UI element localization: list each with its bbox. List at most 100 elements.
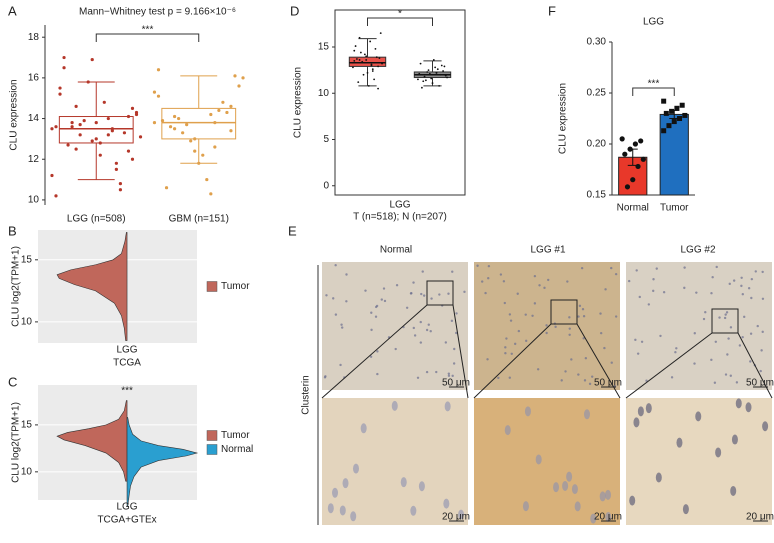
- micrograph-zoom: [474, 398, 620, 525]
- data-point: [50, 127, 54, 131]
- data-point: [353, 59, 356, 62]
- data-point: [168, 125, 173, 129]
- nucleus: [633, 417, 640, 428]
- scale-label: 50 μm: [442, 378, 470, 389]
- legend-label: Tumor: [221, 430, 250, 441]
- nucleus: [410, 505, 417, 516]
- annotation: ***: [121, 386, 133, 397]
- nucleus: [652, 289, 655, 293]
- legend-label: Tumor: [221, 281, 250, 292]
- data-point: [443, 65, 446, 68]
- y-tick-label: 5: [323, 134, 329, 145]
- nucleus: [718, 316, 721, 319]
- nucleus: [750, 277, 754, 281]
- nucleus: [435, 370, 438, 374]
- nucleus: [574, 501, 581, 512]
- data-point: [221, 100, 225, 104]
- nucleus: [429, 330, 432, 333]
- nucleus: [504, 346, 507, 349]
- column-label: LGG #2: [680, 245, 715, 256]
- data-point: [359, 51, 362, 54]
- nucleus: [711, 276, 714, 279]
- nucleus: [726, 353, 729, 356]
- data-point: [367, 84, 370, 87]
- zoom-line: [625, 332, 713, 399]
- zoom-box: [426, 280, 454, 306]
- nucleus: [732, 279, 736, 282]
- nucleus: [418, 481, 425, 492]
- data-point: [663, 110, 669, 116]
- x-tick-label: Tumor: [660, 203, 689, 214]
- data-point: [98, 153, 102, 157]
- scale-label: 20 μm: [594, 512, 622, 523]
- nucleus: [364, 289, 367, 292]
- nucleus: [412, 326, 416, 330]
- data-point: [431, 82, 434, 84]
- nucleus: [425, 370, 429, 374]
- data-point: [434, 66, 437, 69]
- nucleus: [583, 409, 590, 420]
- column-label: Normal: [380, 245, 412, 256]
- data-point: [353, 49, 356, 52]
- nucleus: [636, 352, 640, 355]
- data-point: [379, 32, 382, 35]
- y-tick-label: 0.30: [587, 37, 607, 48]
- nucleus: [487, 264, 491, 268]
- data-point: [209, 112, 213, 117]
- data-point: [371, 70, 374, 72]
- plot-frame: [334, 9, 466, 196]
- nucleus: [759, 369, 762, 373]
- nucleus: [510, 352, 513, 355]
- chart-title: Mann−Whitney test p = 9.166×10⁻⁶: [79, 7, 236, 18]
- data-point: [54, 125, 58, 129]
- x-axis-subtitle: T (n=518); N (n=207): [353, 212, 447, 223]
- data-point: [374, 47, 377, 50]
- nucleus: [599, 331, 603, 335]
- nucleus: [749, 332, 753, 335]
- data-point: [440, 64, 443, 67]
- zoom-box: [550, 299, 578, 325]
- data-point: [213, 145, 217, 149]
- x-tick-label: LGG: [116, 345, 137, 356]
- x-tick-label: Normal: [617, 203, 649, 214]
- nucleus: [524, 406, 531, 417]
- data-point: [90, 57, 94, 62]
- scale-label: 50 μm: [594, 378, 622, 389]
- nucleus: [504, 351, 507, 355]
- nucleus: [420, 292, 423, 296]
- nucleus: [505, 337, 508, 340]
- nucleus: [486, 358, 489, 361]
- data-point: [78, 133, 82, 137]
- nucleus: [603, 346, 606, 350]
- nucleus: [480, 280, 484, 283]
- nucleus: [513, 342, 517, 346]
- nucleus: [413, 334, 417, 337]
- nucleus: [325, 294, 328, 297]
- nucleus: [724, 313, 727, 316]
- data-point: [233, 74, 237, 78]
- y-tick-label: 0: [323, 180, 329, 191]
- zoom-box: [711, 308, 739, 334]
- nucleus: [538, 284, 541, 287]
- y-tick-label: 10: [28, 195, 40, 206]
- x-axis-label: TCGA+GTEx: [97, 515, 156, 526]
- nucleus: [693, 362, 696, 365]
- data-point: [58, 92, 62, 96]
- nucleus: [662, 291, 666, 294]
- nucleus: [339, 363, 342, 367]
- micrograph: [322, 262, 468, 390]
- nucleus: [749, 360, 752, 363]
- nucleus: [443, 498, 450, 509]
- data-point: [358, 59, 361, 61]
- data-point: [74, 104, 78, 108]
- panel-letter: D: [290, 3, 299, 18]
- legend-key: [206, 281, 218, 292]
- data-point: [229, 104, 233, 108]
- nucleus: [747, 287, 751, 290]
- y-axis-label: CLU log2(TPM+1): [11, 246, 22, 327]
- data-point: [229, 129, 233, 133]
- y-tick-label: 10: [21, 466, 33, 477]
- data-point: [666, 123, 672, 129]
- nucleus: [655, 472, 662, 483]
- y-tick-label: 16: [28, 73, 40, 84]
